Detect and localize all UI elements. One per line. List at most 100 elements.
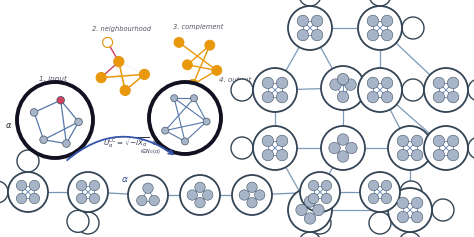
Circle shape: [397, 211, 409, 223]
Circle shape: [411, 197, 423, 209]
Circle shape: [96, 73, 106, 83]
Circle shape: [247, 197, 257, 208]
Circle shape: [171, 95, 178, 102]
Circle shape: [424, 126, 468, 170]
Circle shape: [187, 190, 198, 200]
Circle shape: [195, 197, 205, 208]
Circle shape: [30, 109, 38, 116]
Circle shape: [120, 85, 130, 96]
Circle shape: [63, 140, 70, 147]
Text: 3. complement: 3. complement: [173, 24, 223, 30]
Circle shape: [424, 68, 468, 112]
Text: $\alpha$: $\alpha$: [121, 176, 129, 184]
Circle shape: [114, 57, 124, 67]
Circle shape: [143, 183, 153, 193]
Circle shape: [432, 199, 454, 221]
Circle shape: [369, 212, 391, 234]
Circle shape: [67, 210, 89, 232]
Circle shape: [447, 135, 459, 147]
Circle shape: [367, 29, 379, 41]
Circle shape: [89, 180, 100, 191]
Circle shape: [397, 149, 409, 161]
Circle shape: [330, 79, 341, 90]
Circle shape: [262, 91, 273, 103]
Circle shape: [239, 190, 249, 200]
Circle shape: [212, 65, 222, 75]
Circle shape: [76, 193, 87, 204]
Circle shape: [114, 57, 124, 67]
Circle shape: [337, 91, 349, 103]
Circle shape: [247, 182, 257, 192]
Circle shape: [202, 190, 213, 200]
Circle shape: [337, 134, 349, 145]
Circle shape: [382, 91, 393, 103]
Text: $U_\alpha^{\rm LC}=\sqrt{-iX_\alpha}\ \otimes$: $U_\alpha^{\rm LC}=\sqrt{-iX_\alpha}\ \o…: [103, 136, 158, 150]
Circle shape: [29, 180, 40, 191]
Circle shape: [346, 142, 357, 154]
Text: $\sqrt{iZ_i}$: $\sqrt{iZ_i}$: [158, 136, 175, 150]
Circle shape: [388, 126, 432, 170]
Circle shape: [468, 137, 474, 159]
Circle shape: [89, 193, 100, 204]
Circle shape: [40, 136, 47, 144]
Circle shape: [337, 73, 349, 85]
Circle shape: [321, 180, 332, 191]
Circle shape: [367, 91, 379, 103]
Circle shape: [16, 193, 27, 204]
Circle shape: [433, 77, 445, 89]
Circle shape: [182, 60, 192, 70]
Circle shape: [358, 6, 402, 50]
Circle shape: [447, 91, 459, 103]
Circle shape: [309, 212, 331, 234]
Circle shape: [447, 77, 459, 89]
Circle shape: [411, 211, 423, 223]
Circle shape: [360, 172, 400, 212]
Circle shape: [311, 15, 323, 27]
Circle shape: [381, 193, 392, 204]
Circle shape: [411, 149, 423, 161]
Circle shape: [180, 175, 220, 215]
Circle shape: [149, 195, 159, 206]
Circle shape: [369, 0, 391, 6]
Circle shape: [433, 149, 445, 161]
Circle shape: [399, 232, 421, 237]
Circle shape: [262, 77, 273, 89]
Circle shape: [75, 118, 82, 126]
Circle shape: [299, 0, 321, 6]
Circle shape: [253, 68, 297, 112]
Circle shape: [433, 91, 445, 103]
Circle shape: [182, 138, 189, 145]
Circle shape: [17, 150, 39, 172]
Circle shape: [311, 29, 323, 41]
Circle shape: [309, 193, 319, 204]
Circle shape: [313, 204, 324, 216]
Circle shape: [255, 190, 265, 200]
Circle shape: [321, 126, 365, 170]
Circle shape: [253, 126, 297, 170]
Circle shape: [0, 181, 8, 203]
Circle shape: [195, 182, 205, 192]
Circle shape: [337, 151, 349, 162]
Circle shape: [468, 79, 474, 101]
FancyArrowPatch shape: [67, 137, 173, 160]
Circle shape: [276, 91, 288, 103]
Circle shape: [17, 82, 93, 158]
Circle shape: [304, 196, 316, 207]
Circle shape: [232, 175, 272, 215]
Circle shape: [299, 232, 321, 237]
Circle shape: [400, 181, 422, 203]
Circle shape: [288, 6, 332, 50]
Circle shape: [120, 85, 130, 96]
Circle shape: [231, 79, 253, 101]
Circle shape: [388, 188, 432, 232]
Circle shape: [297, 29, 309, 41]
Circle shape: [162, 127, 169, 134]
Circle shape: [382, 77, 393, 89]
Circle shape: [102, 37, 113, 47]
Circle shape: [367, 15, 379, 27]
Circle shape: [205, 40, 215, 50]
Circle shape: [345, 79, 356, 90]
Circle shape: [29, 193, 40, 204]
Text: 2. neighbourhood: 2. neighbourhood: [92, 26, 152, 32]
Circle shape: [102, 37, 113, 47]
